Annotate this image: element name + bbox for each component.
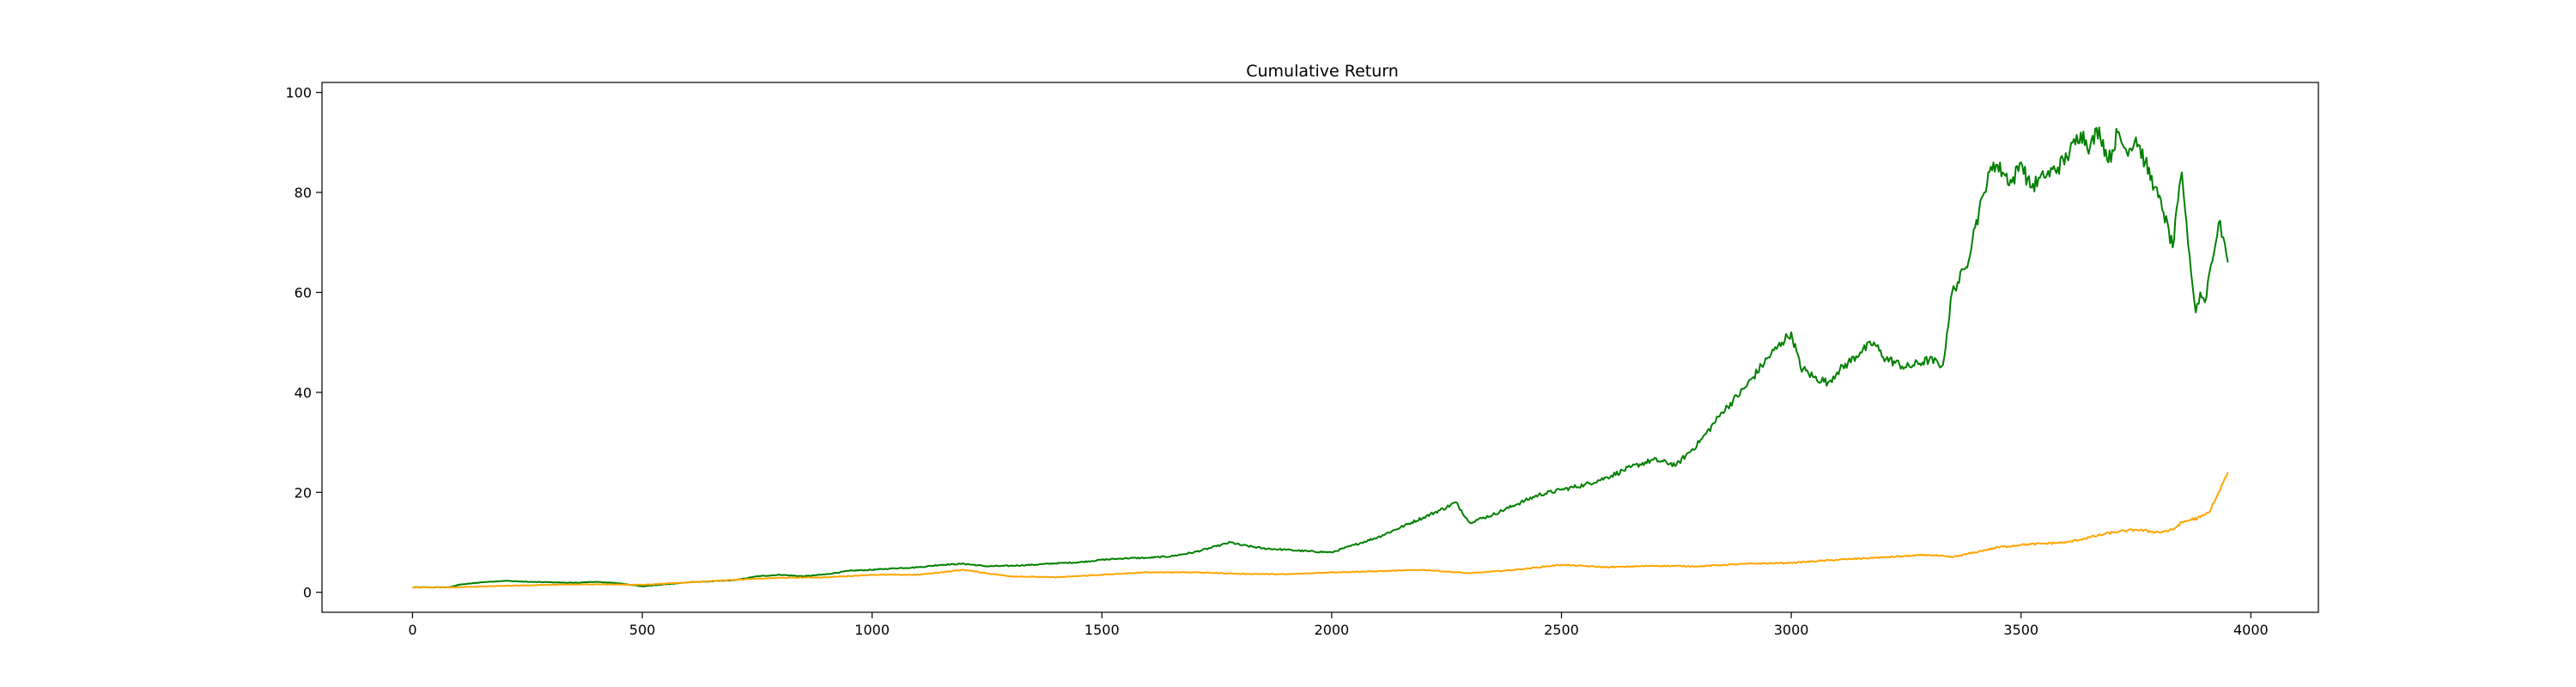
series-line-1 <box>412 126 2229 589</box>
y-tick-label: 60 <box>295 284 312 301</box>
x-tick-label: 4000 <box>2233 622 2269 638</box>
series-layer <box>412 126 2229 589</box>
y-tick-label: 100 <box>285 85 312 101</box>
x-tick-label: 2000 <box>1315 622 1350 638</box>
y-tick-label: 80 <box>295 185 312 201</box>
y-tick-label: 0 <box>303 585 312 601</box>
x-axis: 0 500 1000 1500 2000 2500 3000 3500 4000 <box>408 612 2269 638</box>
x-tick-label: 3500 <box>2003 622 2038 638</box>
y-tick-label: 20 <box>295 484 312 501</box>
x-tick-label: 2500 <box>1544 622 1579 638</box>
y-axis: 0 20 40 60 80 100 <box>285 85 322 601</box>
x-tick-label: 500 <box>629 622 656 638</box>
series-line-2 <box>412 471 2229 589</box>
y-tick-label: 40 <box>295 385 312 401</box>
x-tick-label: 3000 <box>1774 622 1809 638</box>
chart-title: Cumulative Return <box>1246 62 1399 81</box>
plot-area <box>412 126 2229 589</box>
x-tick-label: 0 <box>408 622 416 638</box>
x-tick-label: 1500 <box>1084 622 1120 638</box>
x-tick-label: 1000 <box>854 622 890 638</box>
plot-frame <box>321 82 2319 613</box>
